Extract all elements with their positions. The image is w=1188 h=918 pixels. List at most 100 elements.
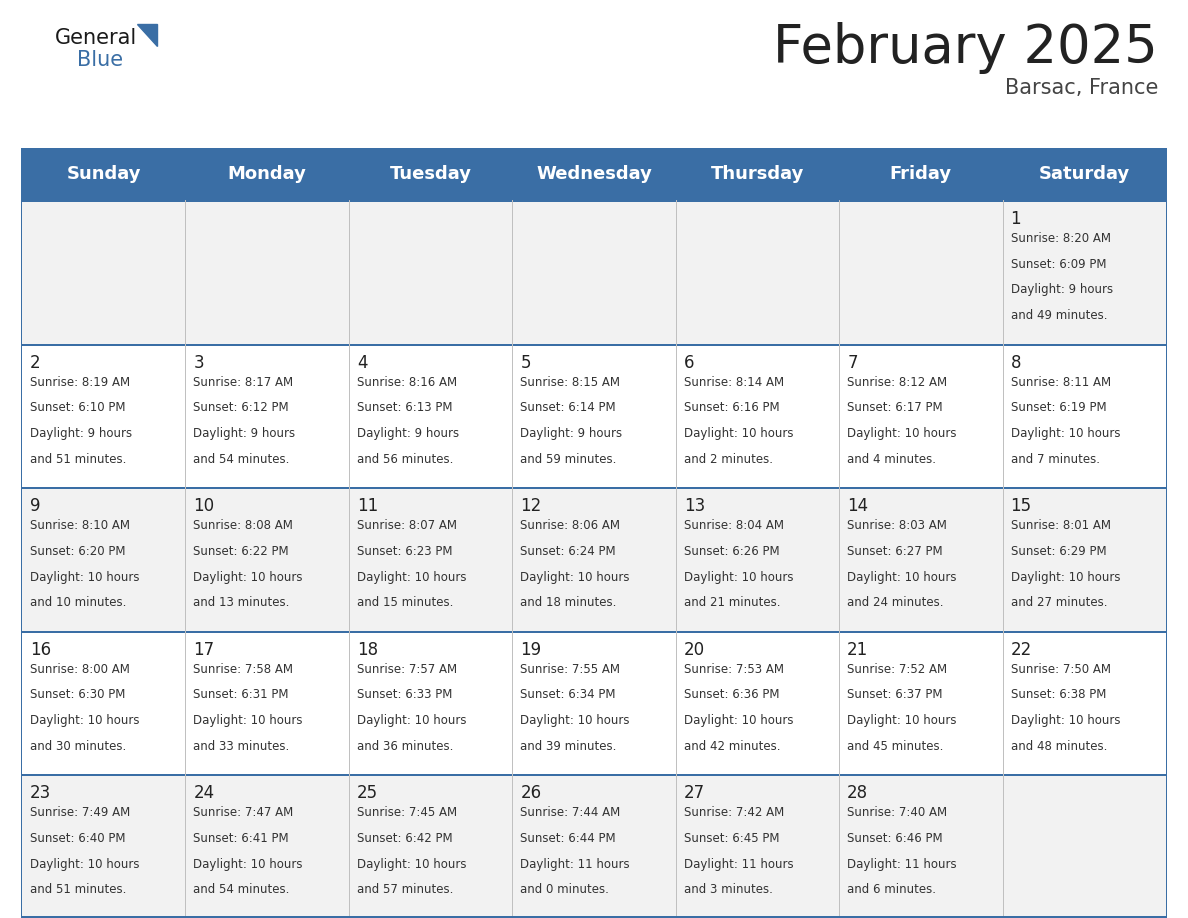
Bar <box>23 487 1165 489</box>
Text: Sunrise: 8:03 AM: Sunrise: 8:03 AM <box>847 520 947 532</box>
Text: Barsac, France: Barsac, France <box>1005 78 1158 98</box>
Text: Sunset: 6:17 PM: Sunset: 6:17 PM <box>847 401 943 414</box>
Text: Daylight: 10 hours: Daylight: 10 hours <box>356 857 467 871</box>
Text: Sunset: 6:38 PM: Sunset: 6:38 PM <box>1011 688 1106 701</box>
Text: 27: 27 <box>684 784 704 802</box>
Text: Sunset: 6:29 PM: Sunset: 6:29 PM <box>1011 545 1106 558</box>
Text: Daylight: 10 hours: Daylight: 10 hours <box>847 714 956 727</box>
Text: Sunday: Sunday <box>67 165 141 183</box>
Bar <box>23 200 1165 202</box>
Text: 19: 19 <box>520 641 542 659</box>
Text: Sunrise: 8:06 AM: Sunrise: 8:06 AM <box>520 520 620 532</box>
Bar <box>23 916 1165 918</box>
Text: Sunrise: 8:10 AM: Sunrise: 8:10 AM <box>30 520 129 532</box>
Text: Sunset: 6:09 PM: Sunset: 6:09 PM <box>1011 258 1106 271</box>
Text: Daylight: 10 hours: Daylight: 10 hours <box>194 571 303 584</box>
Text: and 57 minutes.: and 57 minutes. <box>356 883 454 897</box>
Bar <box>23 487 1165 631</box>
Text: Daylight: 10 hours: Daylight: 10 hours <box>30 571 139 584</box>
Text: and 2 minutes.: and 2 minutes. <box>684 453 772 465</box>
Text: Sunrise: 7:52 AM: Sunrise: 7:52 AM <box>847 663 947 676</box>
Text: Sunset: 6:10 PM: Sunset: 6:10 PM <box>30 401 126 414</box>
Bar <box>23 148 1165 151</box>
Text: 21: 21 <box>847 641 868 659</box>
Bar <box>23 343 1165 345</box>
Text: Sunset: 6:16 PM: Sunset: 6:16 PM <box>684 401 779 414</box>
Bar <box>23 775 1165 777</box>
Text: Sunset: 6:12 PM: Sunset: 6:12 PM <box>194 401 289 414</box>
Text: Sunrise: 8:15 AM: Sunrise: 8:15 AM <box>520 375 620 388</box>
Text: Daylight: 11 hours: Daylight: 11 hours <box>847 857 956 871</box>
Text: 18: 18 <box>356 641 378 659</box>
Text: Saturday: Saturday <box>1038 165 1130 183</box>
Text: Daylight: 10 hours: Daylight: 10 hours <box>520 714 630 727</box>
Text: and 18 minutes.: and 18 minutes. <box>520 597 617 610</box>
Text: Daylight: 10 hours: Daylight: 10 hours <box>847 427 956 440</box>
Text: Sunset: 6:30 PM: Sunset: 6:30 PM <box>30 688 126 701</box>
Text: Daylight: 11 hours: Daylight: 11 hours <box>520 857 630 871</box>
Text: Sunrise: 8:19 AM: Sunrise: 8:19 AM <box>30 375 131 388</box>
Text: Sunrise: 7:42 AM: Sunrise: 7:42 AM <box>684 806 784 820</box>
Text: 10: 10 <box>194 498 215 515</box>
Text: Daylight: 10 hours: Daylight: 10 hours <box>30 857 139 871</box>
Text: Sunrise: 7:40 AM: Sunrise: 7:40 AM <box>847 806 947 820</box>
Bar <box>23 148 1165 200</box>
Text: Sunset: 6:27 PM: Sunset: 6:27 PM <box>847 545 943 558</box>
Text: 1: 1 <box>1011 210 1022 228</box>
Text: Daylight: 9 hours: Daylight: 9 hours <box>1011 284 1113 297</box>
Text: and 45 minutes.: and 45 minutes. <box>847 740 943 753</box>
Text: Tuesday: Tuesday <box>390 165 472 183</box>
Text: Daylight: 10 hours: Daylight: 10 hours <box>356 571 467 584</box>
Text: 15: 15 <box>1011 498 1031 515</box>
Text: Sunset: 6:31 PM: Sunset: 6:31 PM <box>194 688 289 701</box>
Text: Daylight: 10 hours: Daylight: 10 hours <box>684 571 794 584</box>
Text: Sunset: 6:23 PM: Sunset: 6:23 PM <box>356 545 453 558</box>
Text: and 36 minutes.: and 36 minutes. <box>356 740 454 753</box>
Bar <box>23 343 1165 487</box>
Text: Sunrise: 8:08 AM: Sunrise: 8:08 AM <box>194 520 293 532</box>
Text: Daylight: 10 hours: Daylight: 10 hours <box>684 714 794 727</box>
Text: 3: 3 <box>194 353 204 372</box>
Text: 7: 7 <box>847 353 858 372</box>
Text: Daylight: 9 hours: Daylight: 9 hours <box>194 427 296 440</box>
Text: and 3 minutes.: and 3 minutes. <box>684 883 772 897</box>
Text: 2: 2 <box>30 353 40 372</box>
Text: and 0 minutes.: and 0 minutes. <box>520 883 609 897</box>
Text: and 24 minutes.: and 24 minutes. <box>847 597 943 610</box>
Text: Sunrise: 8:00 AM: Sunrise: 8:00 AM <box>30 663 129 676</box>
Text: 9: 9 <box>30 498 40 515</box>
Text: 5: 5 <box>520 353 531 372</box>
Bar <box>23 631 1165 633</box>
Text: Sunrise: 7:44 AM: Sunrise: 7:44 AM <box>520 806 620 820</box>
Text: and 49 minutes.: and 49 minutes. <box>1011 309 1107 322</box>
Text: Daylight: 9 hours: Daylight: 9 hours <box>356 427 459 440</box>
Text: Sunrise: 8:11 AM: Sunrise: 8:11 AM <box>1011 375 1111 388</box>
Text: Sunrise: 7:45 AM: Sunrise: 7:45 AM <box>356 806 457 820</box>
Text: and 10 minutes.: and 10 minutes. <box>30 597 126 610</box>
Text: Daylight: 10 hours: Daylight: 10 hours <box>684 427 794 440</box>
Text: 17: 17 <box>194 641 215 659</box>
Text: Sunrise: 8:17 AM: Sunrise: 8:17 AM <box>194 375 293 388</box>
Text: Sunset: 6:40 PM: Sunset: 6:40 PM <box>30 832 126 845</box>
Text: and 59 minutes.: and 59 minutes. <box>520 453 617 465</box>
Text: 26: 26 <box>520 784 542 802</box>
Text: and 54 minutes.: and 54 minutes. <box>194 883 290 897</box>
Text: Daylight: 11 hours: Daylight: 11 hours <box>684 857 794 871</box>
Text: Sunset: 6:37 PM: Sunset: 6:37 PM <box>847 688 942 701</box>
Text: Sunset: 6:20 PM: Sunset: 6:20 PM <box>30 545 126 558</box>
Text: Daylight: 9 hours: Daylight: 9 hours <box>30 427 132 440</box>
Text: 23: 23 <box>30 784 51 802</box>
Text: Sunset: 6:33 PM: Sunset: 6:33 PM <box>356 688 453 701</box>
Text: and 15 minutes.: and 15 minutes. <box>356 597 454 610</box>
Text: Sunrise: 7:47 AM: Sunrise: 7:47 AM <box>194 806 293 820</box>
Text: and 27 minutes.: and 27 minutes. <box>1011 597 1107 610</box>
Text: Sunrise: 7:55 AM: Sunrise: 7:55 AM <box>520 663 620 676</box>
Polygon shape <box>137 24 157 46</box>
Text: Sunrise: 8:07 AM: Sunrise: 8:07 AM <box>356 520 457 532</box>
Text: and 21 minutes.: and 21 minutes. <box>684 597 781 610</box>
Text: Sunset: 6:42 PM: Sunset: 6:42 PM <box>356 832 453 845</box>
Text: 22: 22 <box>1011 641 1032 659</box>
Text: Daylight: 10 hours: Daylight: 10 hours <box>194 857 303 871</box>
Text: Sunrise: 8:14 AM: Sunrise: 8:14 AM <box>684 375 784 388</box>
Text: 8: 8 <box>1011 353 1020 372</box>
